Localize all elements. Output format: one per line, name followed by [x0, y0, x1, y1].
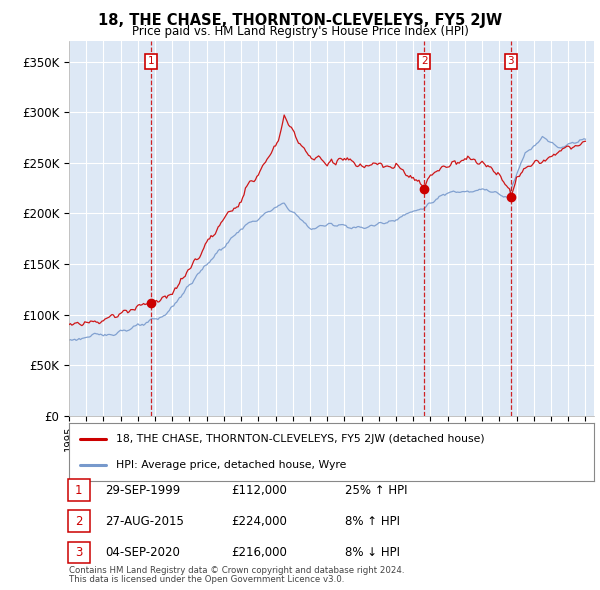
Text: This data is licensed under the Open Government Licence v3.0.: This data is licensed under the Open Gov… [69, 575, 344, 584]
Text: 29-SEP-1999: 29-SEP-1999 [105, 484, 180, 497]
Text: 8% ↓ HPI: 8% ↓ HPI [345, 546, 400, 559]
Text: £224,000: £224,000 [231, 515, 287, 528]
Text: 8% ↑ HPI: 8% ↑ HPI [345, 515, 400, 528]
Text: HPI: Average price, detached house, Wyre: HPI: Average price, detached house, Wyre [116, 460, 347, 470]
Text: £216,000: £216,000 [231, 546, 287, 559]
Text: 2: 2 [421, 57, 428, 67]
Text: Contains HM Land Registry data © Crown copyright and database right 2024.: Contains HM Land Registry data © Crown c… [69, 566, 404, 575]
Text: Price paid vs. HM Land Registry's House Price Index (HPI): Price paid vs. HM Land Registry's House … [131, 25, 469, 38]
Text: £112,000: £112,000 [231, 484, 287, 497]
Text: 04-SEP-2020: 04-SEP-2020 [105, 546, 180, 559]
Text: 1: 1 [75, 484, 83, 497]
Text: 27-AUG-2015: 27-AUG-2015 [105, 515, 184, 528]
Text: 18, THE CHASE, THORNTON-CLEVELEYS, FY5 2JW (detached house): 18, THE CHASE, THORNTON-CLEVELEYS, FY5 2… [116, 434, 485, 444]
Text: 3: 3 [508, 57, 514, 67]
Text: 3: 3 [75, 546, 83, 559]
Text: 18, THE CHASE, THORNTON-CLEVELEYS, FY5 2JW: 18, THE CHASE, THORNTON-CLEVELEYS, FY5 2… [98, 13, 502, 28]
Text: 25% ↑ HPI: 25% ↑ HPI [345, 484, 407, 497]
Text: 1: 1 [148, 57, 154, 67]
Text: 2: 2 [75, 515, 83, 528]
